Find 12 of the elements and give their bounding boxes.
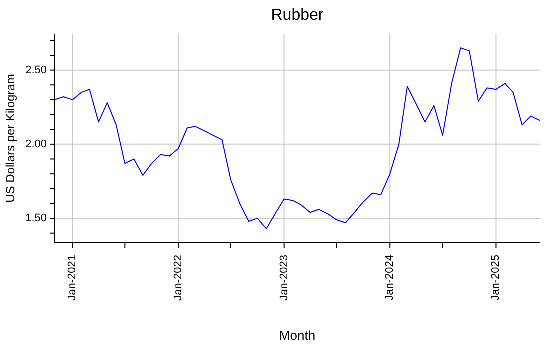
x-tick-label: Jan-2025: [490, 255, 502, 301]
x-tick-label: Jan-2023: [278, 255, 290, 301]
y-tick-label: 1.50: [26, 212, 47, 225]
x-tick-label: Jan-2021: [66, 255, 79, 301]
line-series: [55, 48, 540, 230]
y-tick-label: 2.00: [26, 138, 47, 150]
x-axis-title: Month: [279, 328, 316, 343]
y-axis-title: US Dollars per Kilogram: [3, 74, 18, 203]
chart-title: Rubber: [271, 7, 324, 24]
y-tick-label: 2.50: [26, 64, 47, 76]
x-tick-label: Jan-2022: [172, 255, 184, 301]
x-tick-label: Jan-2024: [384, 255, 396, 301]
